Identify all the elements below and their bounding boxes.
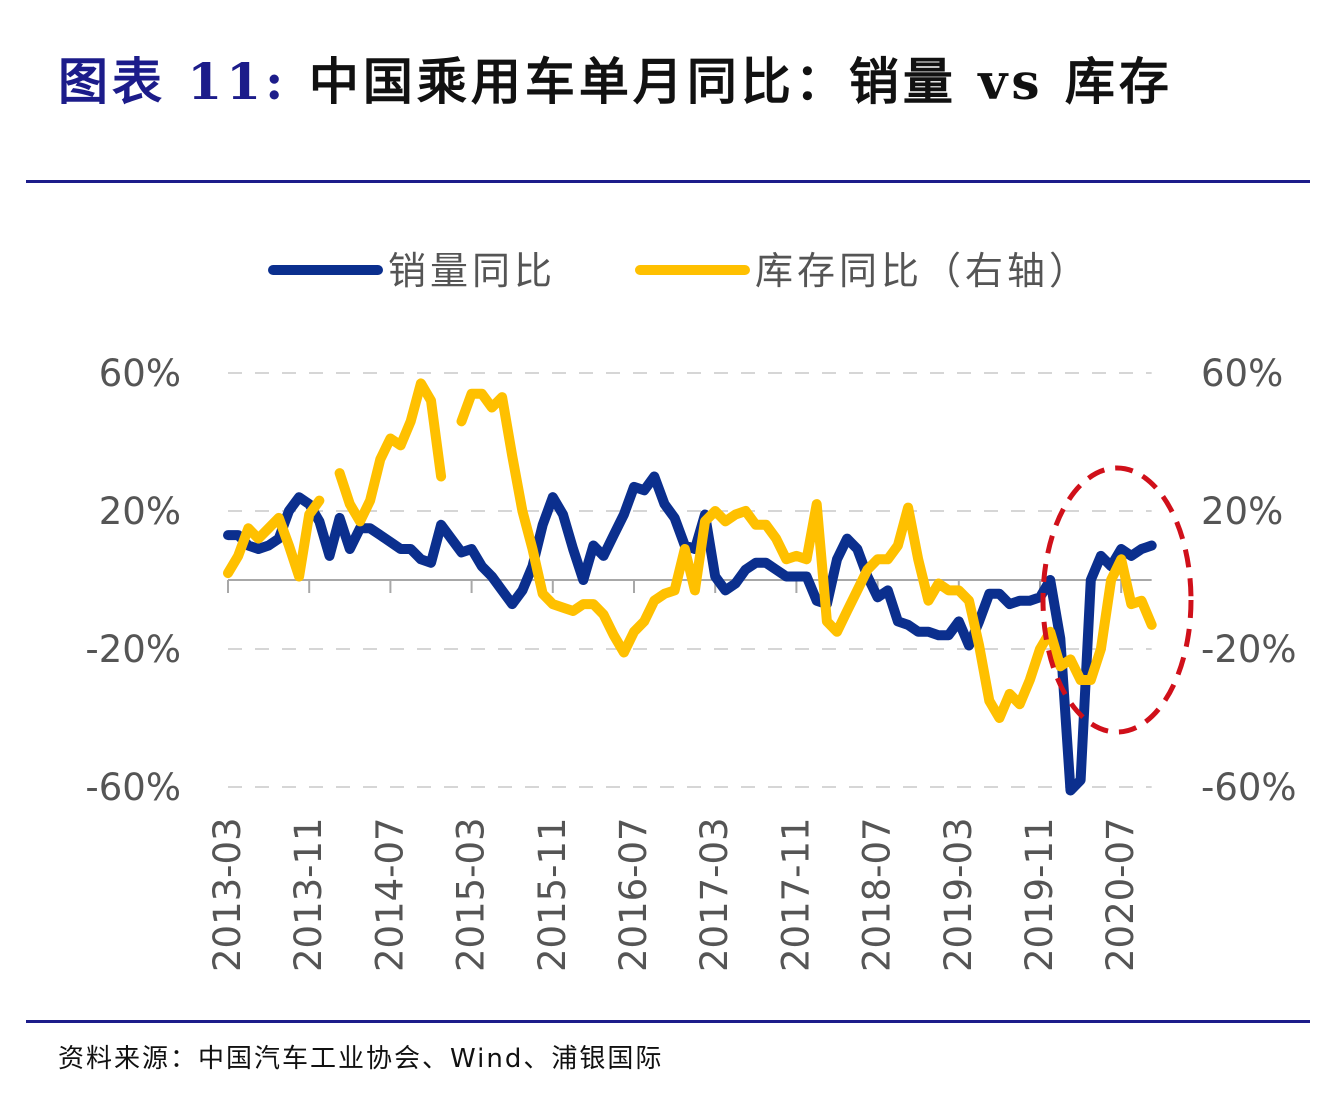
- right-axis-tick-label: -60%: [1201, 766, 1297, 809]
- bottom-divider: [26, 1020, 1310, 1023]
- legend-label: 库存同比（右轴）: [755, 249, 1091, 293]
- source-note: 资料来源：中国汽车工业协会、Wind、浦银国际: [58, 1044, 664, 1074]
- x-axis-tick-label: 2013-11: [287, 817, 330, 972]
- highlight-ellipse: [1040, 465, 1194, 735]
- x-axis-tick-label: 2019-03: [937, 817, 980, 972]
- figure-number: 图表 11:: [58, 52, 288, 111]
- series-line-inventory-yoy: [223, 378, 1157, 723]
- figure-title: 图表 11: 中国乘用车单月同比：销量 vs 库存: [58, 42, 1173, 114]
- top-divider: [26, 180, 1310, 183]
- x-axis-tick-label: 2014-07: [368, 817, 411, 972]
- figure-title-text: 中国乘用车单月同比：销量 vs 库存: [308, 52, 1173, 111]
- left-axis-tick-label: -60%: [85, 766, 181, 809]
- x-axis-tick-label: 2015-03: [450, 817, 493, 972]
- x-axis-tick-label: 2015-11: [531, 817, 574, 972]
- x-axis-tick-label: 2019-11: [1018, 817, 1061, 972]
- right-axis-tick-label: -20%: [1201, 628, 1297, 671]
- right-axis-tick-label: 60%: [1201, 352, 1283, 395]
- right-axis-tick-label: 20%: [1201, 490, 1283, 533]
- left-axis-tick-label: -20%: [85, 628, 181, 671]
- x-axis-tick-label: 2020-07: [1099, 817, 1142, 972]
- x-axis-tick-label: 2017-11: [774, 817, 817, 972]
- x-axis-tick-label: 2017-03: [693, 817, 736, 972]
- x-axis-tick-label: 2018-07: [856, 817, 899, 972]
- left-axis-tick-label: 60%: [99, 352, 181, 395]
- legend-label: 销量同比: [388, 249, 556, 293]
- left-axis-tick-label: 20%: [99, 490, 181, 533]
- x-axis-tick-label: 2016-07: [612, 817, 655, 972]
- x-axis-tick-label: 2013-03: [206, 817, 249, 972]
- series-line-sales-yoy: [223, 471, 1157, 796]
